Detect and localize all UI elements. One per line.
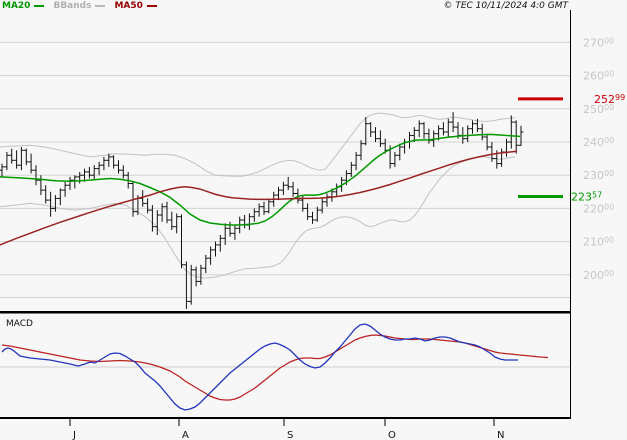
ma50-line-swatch — [146, 5, 157, 7]
y-axis-label: 27000 — [583, 36, 614, 49]
month-label: J — [72, 430, 76, 440]
month-label: O — [388, 430, 396, 440]
bbands-line-swatch — [95, 5, 106, 7]
y-axis-label: 21000 — [583, 236, 614, 249]
candlesticks — [0, 112, 524, 309]
y-axis-label: 23000 — [583, 169, 614, 182]
chart-timestamp: © TEC 10/11/2024 4:0 GMT — [443, 1, 568, 11]
ma20-line-swatch — [34, 5, 45, 7]
y-axis-label: 20000 — [583, 269, 614, 282]
y-axis-label: 24000 — [583, 136, 614, 149]
support-level: 22357 — [518, 191, 602, 204]
month-label: S — [287, 430, 293, 440]
resistance-level: 25299 — [518, 93, 625, 106]
month-label: N — [497, 430, 504, 440]
ma50-line — [0, 150, 518, 246]
resistance-label: 25299 — [594, 93, 625, 106]
legend-ma50-label: MA50 — [114, 1, 143, 11]
ma20-line — [0, 133, 521, 226]
bollinger-bands — [0, 112, 516, 279]
legend-ma20-label: MA20 — [2, 1, 31, 11]
macd-line — [1, 323, 518, 411]
legend-bbands-label: BBands — [53, 1, 92, 11]
macd-panel-label: MACD — [6, 319, 33, 329]
price-gridlines — [0, 41, 570, 298]
panel-borders — [0, 10, 571, 419]
month-label: A — [182, 430, 189, 440]
indicator-legend: MA20 BBands MA50 — [2, 1, 162, 11]
y-axis-label: 22000 — [583, 202, 614, 215]
y-axis-label: 26000 — [583, 70, 614, 83]
